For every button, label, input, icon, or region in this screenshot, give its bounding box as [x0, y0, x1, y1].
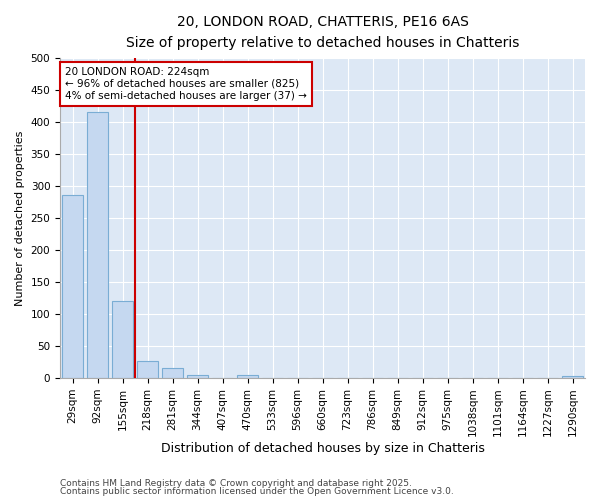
Bar	[187, 376, 208, 378]
Bar	[562, 376, 583, 378]
Y-axis label: Number of detached properties: Number of detached properties	[15, 130, 25, 306]
Bar	[112, 301, 133, 378]
Title: 20, LONDON ROAD, CHATTERIS, PE16 6AS
Size of property relative to detached house: 20, LONDON ROAD, CHATTERIS, PE16 6AS Siz…	[126, 15, 519, 50]
Text: Contains public sector information licensed under the Open Government Licence v3: Contains public sector information licen…	[60, 487, 454, 496]
Text: 20 LONDON ROAD: 224sqm
← 96% of detached houses are smaller (825)
4% of semi-det: 20 LONDON ROAD: 224sqm ← 96% of detached…	[65, 68, 307, 100]
Bar	[87, 112, 108, 378]
Bar	[137, 360, 158, 378]
Bar	[162, 368, 183, 378]
Text: Contains HM Land Registry data © Crown copyright and database right 2025.: Contains HM Land Registry data © Crown c…	[60, 478, 412, 488]
X-axis label: Distribution of detached houses by size in Chatteris: Distribution of detached houses by size …	[161, 442, 484, 455]
Bar	[237, 375, 258, 378]
Bar	[62, 196, 83, 378]
